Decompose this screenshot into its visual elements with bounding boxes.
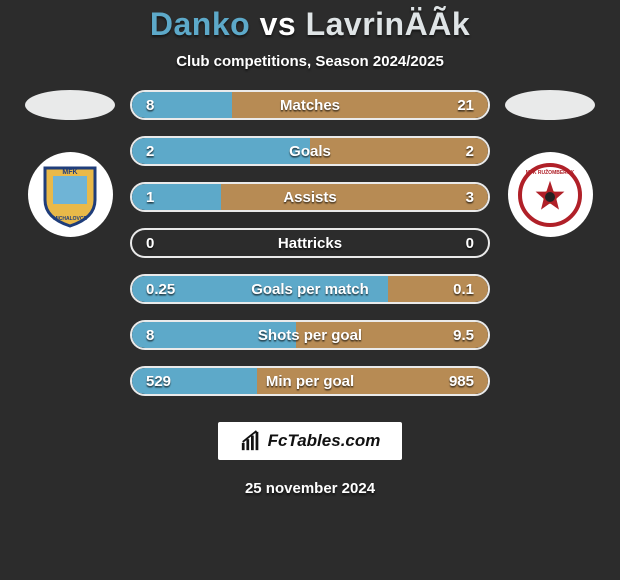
player2-name: LavrinÄÃ­k: [306, 6, 471, 42]
stat-row: 0.250.1Goals per match: [130, 274, 490, 304]
svg-text:MFK RUŽOMBEROK: MFK RUŽOMBEROK: [526, 168, 575, 176]
svg-text:MFK: MFK: [62, 169, 77, 176]
stat-row: 821Matches: [130, 90, 490, 120]
comparison-title: Danko vs LavrinÄÃ­k: [150, 6, 470, 43]
brand-badge[interactable]: FcTables.com: [218, 422, 403, 460]
stat-label: Shots per goal: [132, 327, 488, 344]
right-player-col: MFK RUŽOMBEROK: [490, 90, 610, 237]
stat-row: 89.5Shots per goal: [130, 320, 490, 350]
stat-label: Goals per match: [132, 281, 488, 298]
stat-label: Matches: [132, 97, 488, 114]
date-text: 25 november 2024: [245, 480, 375, 497]
chart-icon: [240, 430, 262, 452]
stats-column: 821Matches 22Goals 13Assists 00Hattricks 0.2…: [130, 90, 490, 396]
club-crest-icon: MFK MICHALOVCE: [35, 160, 105, 230]
player1-club-crest: MFK MICHALOVCE: [28, 152, 113, 237]
player2-club-crest: MFK RUŽOMBEROK: [508, 152, 593, 237]
stat-row: 00Hattricks: [130, 228, 490, 258]
brand-text: FcTables.com: [268, 431, 381, 451]
player1-avatar: [25, 90, 115, 120]
svg-text:MICHALOVCE: MICHALOVCE: [53, 216, 87, 222]
player2-avatar: [505, 90, 595, 120]
stat-label: Min per goal: [132, 373, 488, 390]
left-player-col: MFK MICHALOVCE: [10, 90, 130, 237]
stat-row: 529985Min per goal: [130, 366, 490, 396]
stat-row: 22Goals: [130, 136, 490, 166]
stat-label: Goals: [132, 143, 488, 160]
main-row: MFK MICHALOVCE 821Matches 22Goals 13Assist…: [0, 90, 620, 396]
club-crest-icon: MFK RUŽOMBEROK: [515, 160, 585, 230]
stat-row: 13Assists: [130, 182, 490, 212]
stat-label: Assists: [132, 189, 488, 206]
vs-text: vs: [260, 6, 297, 42]
player1-name: Danko: [150, 6, 250, 42]
stat-label: Hattricks: [132, 235, 488, 252]
subtitle: Club competitions, Season 2024/2025: [176, 53, 444, 70]
